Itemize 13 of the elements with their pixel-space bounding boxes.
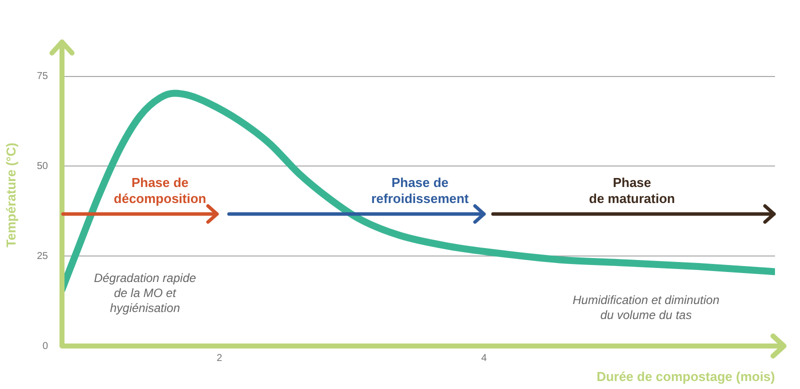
- annotation: Phase de refroidissement: [371, 175, 470, 206]
- y-tick-label: 75: [36, 71, 48, 82]
- x-tick-label: 2: [216, 352, 223, 364]
- y-tick-label: 0: [42, 340, 48, 352]
- y-axis-title: Température (°C): [3, 142, 18, 248]
- x-axis-title: Durée de compostage (mois): [596, 368, 775, 384]
- y-tick-label: 50: [36, 160, 48, 172]
- annotation: Phase de décomposition: [114, 175, 206, 206]
- y-tick-label: 25: [36, 250, 48, 262]
- annotation: Humidification et diminution du volume du tas: [572, 293, 720, 322]
- annotation: Dégradation rapide de la MO et hygiénisation: [94, 271, 196, 315]
- annotation: Phase de maturation: [589, 175, 676, 206]
- x-tick-label: 4: [481, 352, 488, 364]
